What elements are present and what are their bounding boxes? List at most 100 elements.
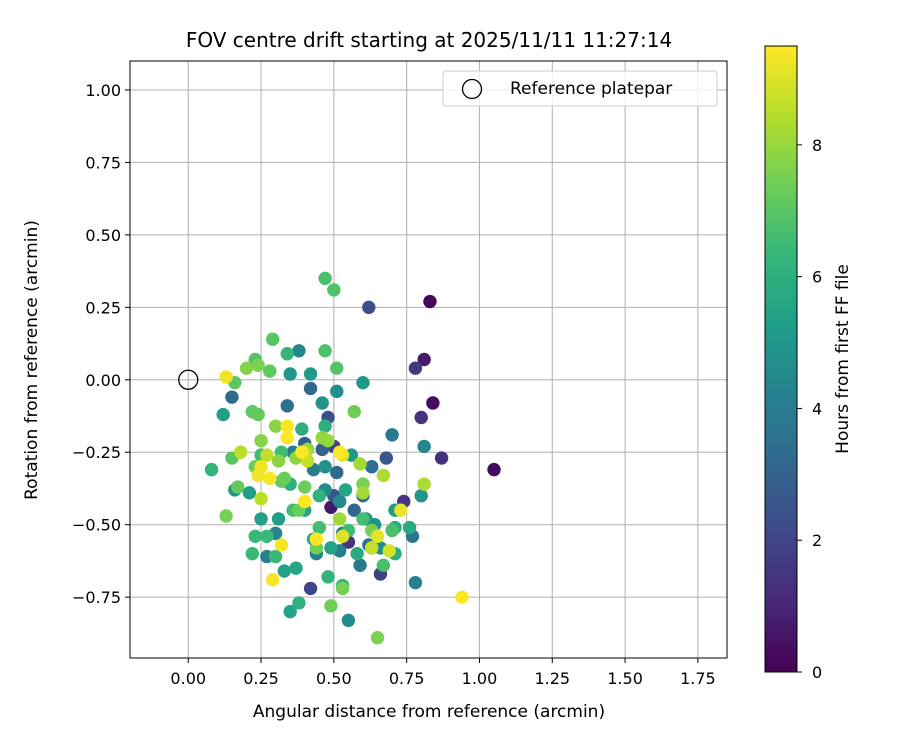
data-point xyxy=(321,433,335,448)
data-point xyxy=(487,462,501,477)
colorbar-tick-label: 4 xyxy=(812,399,822,418)
data-point xyxy=(324,541,338,555)
data-point xyxy=(434,451,449,465)
data-point xyxy=(379,451,393,465)
data-point xyxy=(265,332,280,346)
data-point xyxy=(318,460,332,474)
legend-reference-marker xyxy=(461,78,483,100)
data-point xyxy=(298,480,312,494)
data-point xyxy=(309,532,324,546)
data-point xyxy=(289,561,303,575)
y-tick-label: 0.25 xyxy=(85,298,121,317)
data-point xyxy=(295,445,309,459)
data-point xyxy=(318,271,332,286)
data-point xyxy=(251,358,265,372)
data-point xyxy=(414,410,428,425)
data-point xyxy=(338,483,353,497)
data-point xyxy=(231,480,245,494)
x-tick-label: 1.50 xyxy=(607,669,643,688)
data-point xyxy=(312,489,326,503)
data-point xyxy=(254,512,268,526)
data-point xyxy=(423,294,437,309)
data-point xyxy=(268,549,283,564)
data-point xyxy=(353,457,367,471)
data-point xyxy=(292,344,306,358)
x-tick-label: 0.25 xyxy=(243,669,279,688)
data-point xyxy=(332,512,347,526)
data-point xyxy=(353,558,367,572)
data-point xyxy=(347,404,361,419)
y-axis-label: Rotation from reference (arcmin) xyxy=(22,220,42,500)
y-tick-label: −0.75 xyxy=(72,588,121,607)
data-point xyxy=(277,564,292,578)
x-tick-label: 1.00 xyxy=(462,669,498,688)
data-point xyxy=(315,396,329,410)
data-point xyxy=(385,428,399,442)
data-point xyxy=(318,419,332,433)
data-point xyxy=(251,407,265,422)
colorbar-tick-label: 6 xyxy=(812,268,822,287)
data-point xyxy=(204,462,219,477)
x-tick-label: 0.75 xyxy=(389,669,425,688)
data-point xyxy=(330,465,344,480)
x-tick-label: 0.00 xyxy=(170,669,206,688)
data-point xyxy=(408,361,423,375)
data-point xyxy=(350,546,364,561)
data-point xyxy=(225,390,239,404)
data-point xyxy=(248,529,262,543)
data-point xyxy=(362,300,376,315)
data-point xyxy=(274,538,289,552)
colorbar-ticks: 0 2 4 6 8 xyxy=(797,136,822,682)
data-point xyxy=(426,396,440,410)
data-point xyxy=(277,471,292,486)
data-point xyxy=(292,596,306,610)
data-point xyxy=(365,541,379,555)
data-point xyxy=(280,399,294,413)
data-point xyxy=(265,573,280,587)
data-point xyxy=(332,445,347,459)
data-point xyxy=(219,509,233,523)
data-point xyxy=(341,613,356,628)
data-point xyxy=(335,529,350,543)
y-tick-label: 1.00 xyxy=(85,81,121,100)
y-tick-label: −0.50 xyxy=(72,516,121,535)
x-axis-ticks: 0.00 0.25 0.50 0.75 1.00 1.25 1.50 1.75 xyxy=(170,658,716,688)
data-point xyxy=(332,494,347,509)
colorbar-tick-label: 2 xyxy=(812,531,822,550)
y-tick-label: 0.75 xyxy=(85,153,121,172)
data-point xyxy=(254,491,268,506)
data-point xyxy=(303,381,318,396)
legend-label: Reference platepar xyxy=(510,79,672,99)
y-tick-label: −0.25 xyxy=(72,443,121,462)
data-point xyxy=(312,520,326,535)
x-axis-label: Angular distance from reference (arcmin) xyxy=(253,702,605,722)
data-point xyxy=(268,419,283,433)
data-point xyxy=(254,433,268,448)
reference-marker-group xyxy=(178,369,199,390)
data-point xyxy=(370,529,385,543)
data-point xyxy=(385,523,399,538)
data-point xyxy=(417,439,431,454)
colorbar-tick-label: 0 xyxy=(812,663,822,682)
data-point xyxy=(417,352,431,367)
data-point xyxy=(408,575,423,590)
data-point xyxy=(327,283,341,297)
chart-title: FOV centre drift starting at 2025/11/11 … xyxy=(186,28,672,52)
data-point xyxy=(318,344,332,358)
data-point xyxy=(254,460,268,474)
data-point xyxy=(245,546,260,561)
data-point xyxy=(260,448,274,462)
data-point xyxy=(239,361,254,375)
colorbar-gradient xyxy=(764,45,798,673)
data-point xyxy=(216,407,230,422)
data-point xyxy=(321,570,335,584)
x-tick-label: 1.25 xyxy=(534,669,570,688)
data-point xyxy=(335,581,350,596)
data-point xyxy=(365,460,379,474)
plot-frame xyxy=(129,60,728,659)
data-points xyxy=(204,271,501,645)
x-tick-label: 0.50 xyxy=(316,669,352,688)
data-point xyxy=(330,361,344,375)
data-point xyxy=(219,370,233,384)
data-point xyxy=(233,445,248,459)
